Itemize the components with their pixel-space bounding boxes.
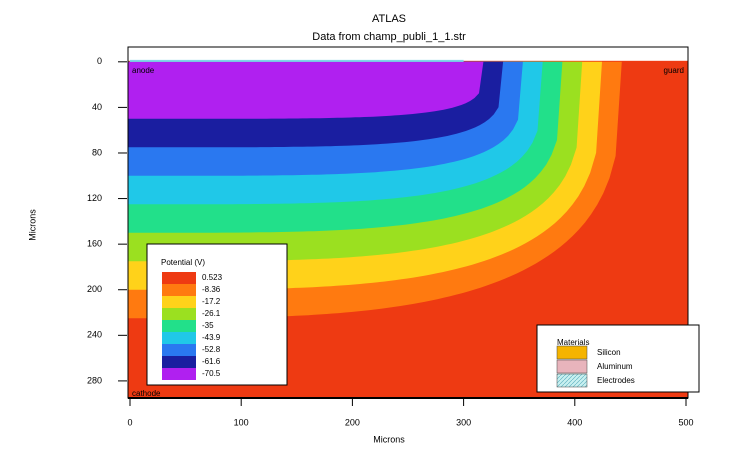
material-swatch	[556, 373, 588, 388]
legend-label: -43.9	[202, 333, 221, 342]
annotation: cathode	[132, 389, 161, 398]
legend-swatch	[162, 320, 196, 332]
legend-swatch	[162, 356, 196, 368]
legend-label: -61.6	[202, 357, 221, 366]
chart-title: ATLAS	[372, 13, 406, 25]
legend-swatch	[162, 368, 196, 380]
legend-label: -52.8	[202, 345, 221, 354]
annotation: anode	[132, 66, 155, 75]
legend-swatch	[162, 272, 196, 284]
x-tick-label: 300	[456, 417, 471, 427]
material-swatch	[556, 345, 588, 360]
contour-band	[128, 61, 484, 119]
legend-label: -8.36	[202, 285, 221, 294]
x-axis-label: Microns	[373, 434, 405, 444]
x-tick-label: 400	[567, 417, 582, 427]
legend-label: -35	[202, 321, 214, 330]
material-label: Aluminum	[597, 362, 633, 371]
y-tick-label: 0	[97, 56, 102, 66]
legend-label: -17.2	[202, 297, 221, 306]
x-tick-label: 500	[678, 417, 693, 427]
y-tick-label: 80	[92, 147, 102, 157]
y-tick-label: 280	[87, 375, 102, 385]
chart-subtitle: Data from champ_publi_1_1.str	[312, 31, 466, 43]
materials-title: Materials	[557, 338, 589, 347]
y-tick-label: 160	[87, 239, 102, 249]
material-label: Silicon	[597, 348, 621, 357]
annotation: guard	[664, 66, 684, 75]
y-axis-label: Microns	[27, 209, 37, 241]
field	[128, 47, 688, 398]
x-tick-label: 100	[234, 417, 249, 427]
legend-label: -70.5	[202, 369, 221, 378]
legend-label: -26.1	[202, 309, 221, 318]
y-tick-label: 120	[87, 193, 102, 203]
legend-swatch	[162, 332, 196, 344]
legend-swatch	[162, 284, 196, 296]
legend-swatch	[162, 308, 196, 320]
material-swatch	[556, 359, 588, 374]
legend-label: 0.523	[202, 273, 223, 282]
top-band	[128, 47, 688, 61]
y-tick-label: 40	[92, 102, 102, 112]
legend-swatch	[162, 344, 196, 356]
x-tick-label: 200	[345, 417, 360, 427]
legend-title: Potential (V)	[161, 258, 205, 267]
legend-swatch	[162, 296, 196, 308]
y-tick-label: 240	[87, 330, 102, 340]
x-tick-label: 0	[127, 417, 132, 427]
material-label: Electrodes	[597, 376, 635, 385]
y-tick-label: 200	[87, 284, 102, 294]
